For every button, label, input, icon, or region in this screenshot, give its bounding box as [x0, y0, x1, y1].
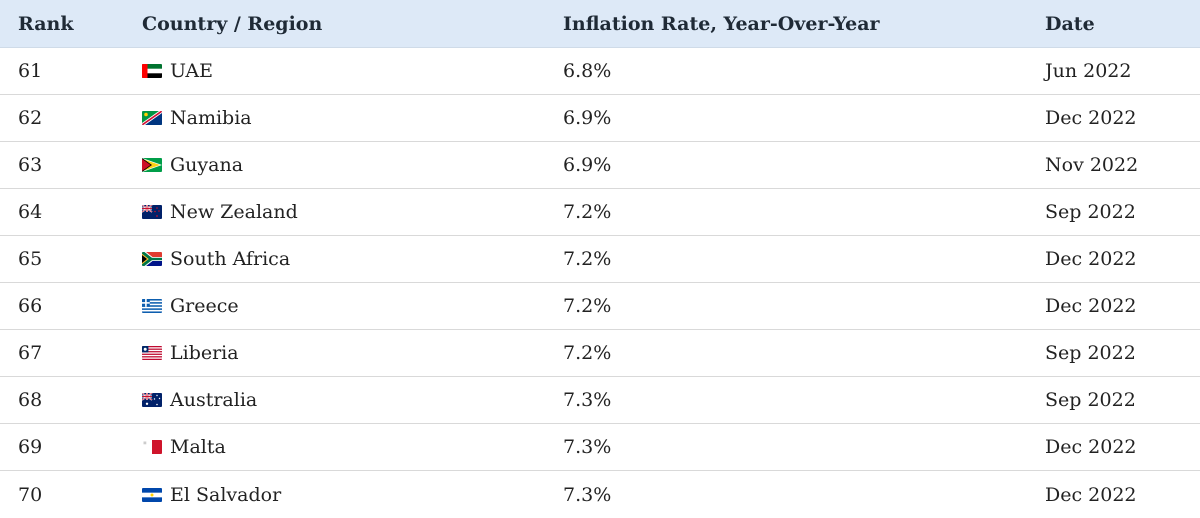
- table-row: 70 El Salvador 7.3% Dec 2022: [0, 471, 1200, 518]
- column-header-rate[interactable]: Inflation Rate, Year-Over-Year: [563, 12, 880, 35]
- el-salvador-flag-icon: [142, 487, 162, 502]
- rank-cell: 61: [18, 60, 43, 82]
- country-cell: Greece: [142, 295, 563, 317]
- table-header: Rank Country / Region Inflation Rate, Ye…: [0, 0, 1200, 48]
- country-name[interactable]: UAE: [170, 60, 214, 82]
- liberia-flag-icon: [142, 346, 162, 360]
- country-name[interactable]: Liberia: [170, 342, 239, 364]
- table-row: 65 South Africa 7.2% Dec 2022: [0, 236, 1200, 283]
- rank-cell: 65: [18, 248, 43, 270]
- table-row: 62 Namibia 6.9% Dec 2022: [0, 95, 1200, 142]
- country-name[interactable]: New Zealand: [170, 201, 298, 223]
- country-cell: Malta: [142, 436, 563, 458]
- rate-cell: 7.3%: [563, 389, 612, 411]
- rate-cell: 7.2%: [563, 295, 612, 317]
- rate-cell: 6.8%: [563, 60, 612, 82]
- rate-cell: 7.3%: [563, 483, 612, 506]
- rank-cell: 62: [18, 107, 43, 129]
- date-cell: Dec 2022: [1045, 295, 1137, 317]
- date-cell: Jun 2022: [1045, 60, 1132, 82]
- country-name[interactable]: Malta: [170, 436, 226, 458]
- rate-cell: 6.9%: [563, 154, 612, 176]
- column-header-rank[interactable]: Rank: [18, 12, 74, 35]
- country-name[interactable]: South Africa: [170, 248, 291, 270]
- table-row: 64 New Zealand 7.2% Sep 2022: [0, 189, 1200, 236]
- rank-cell: 70: [18, 483, 43, 506]
- rate-cell: 7.3%: [563, 436, 612, 458]
- country-cell: Liberia: [142, 342, 563, 364]
- country-cell: Australia: [142, 389, 563, 411]
- rank-cell: 63: [18, 154, 43, 176]
- country-name[interactable]: Namibia: [170, 107, 252, 129]
- country-name[interactable]: Guyana: [170, 154, 244, 176]
- greece-flag-icon: [142, 299, 162, 313]
- uae-flag-icon: [142, 64, 162, 78]
- rank-cell: 66: [18, 295, 43, 317]
- date-cell: Dec 2022: [1045, 436, 1137, 458]
- rank-cell: 67: [18, 342, 43, 364]
- date-cell: Dec 2022: [1045, 107, 1137, 129]
- country-cell: Namibia: [142, 107, 563, 129]
- country-name[interactable]: Australia: [170, 389, 258, 411]
- table-row: 61 UAE 6.8% Jun 2022: [0, 48, 1200, 95]
- rank-cell: 64: [18, 201, 43, 223]
- south-africa-flag-icon: [142, 252, 162, 266]
- table-row: 63 Guyana 6.9% Nov 2022: [0, 142, 1200, 189]
- rate-cell: 7.2%: [563, 201, 612, 223]
- rank-cell: 69: [18, 436, 43, 458]
- country-cell: Guyana: [142, 154, 563, 176]
- namibia-flag-icon: [142, 111, 162, 125]
- country-name[interactable]: El Salvador: [170, 483, 282, 506]
- table-row: 66 Greece 7.2% Dec 2022: [0, 283, 1200, 330]
- rank-cell: 68: [18, 389, 43, 411]
- malta-flag-icon: [142, 440, 162, 454]
- date-cell: Sep 2022: [1045, 342, 1136, 364]
- date-cell: Sep 2022: [1045, 201, 1136, 223]
- date-cell: Sep 2022: [1045, 389, 1136, 411]
- column-header-country[interactable]: Country / Region: [142, 12, 323, 35]
- rate-cell: 6.9%: [563, 107, 612, 129]
- date-cell: Dec 2022: [1045, 483, 1137, 506]
- country-cell: New Zealand: [142, 201, 563, 223]
- country-name[interactable]: Greece: [170, 295, 239, 317]
- new-zealand-flag-icon: [142, 205, 162, 219]
- country-cell: UAE: [142, 60, 563, 82]
- australia-flag-icon: [142, 393, 162, 407]
- column-header-date[interactable]: Date: [1045, 12, 1095, 35]
- date-cell: Dec 2022: [1045, 248, 1137, 270]
- rate-cell: 7.2%: [563, 248, 612, 270]
- date-cell: Nov 2022: [1045, 154, 1139, 176]
- table-row: 69 Malta 7.3% Dec 2022: [0, 424, 1200, 471]
- table-row: 68 Australia 7.3% Sep 2022: [0, 377, 1200, 424]
- table-row: 67 Liberia 7.2% Sep 2022: [0, 330, 1200, 377]
- country-cell: South Africa: [142, 248, 563, 270]
- country-cell: El Salvador: [142, 484, 563, 506]
- rate-cell: 7.2%: [563, 342, 612, 364]
- guyana-flag-icon: [142, 158, 162, 172]
